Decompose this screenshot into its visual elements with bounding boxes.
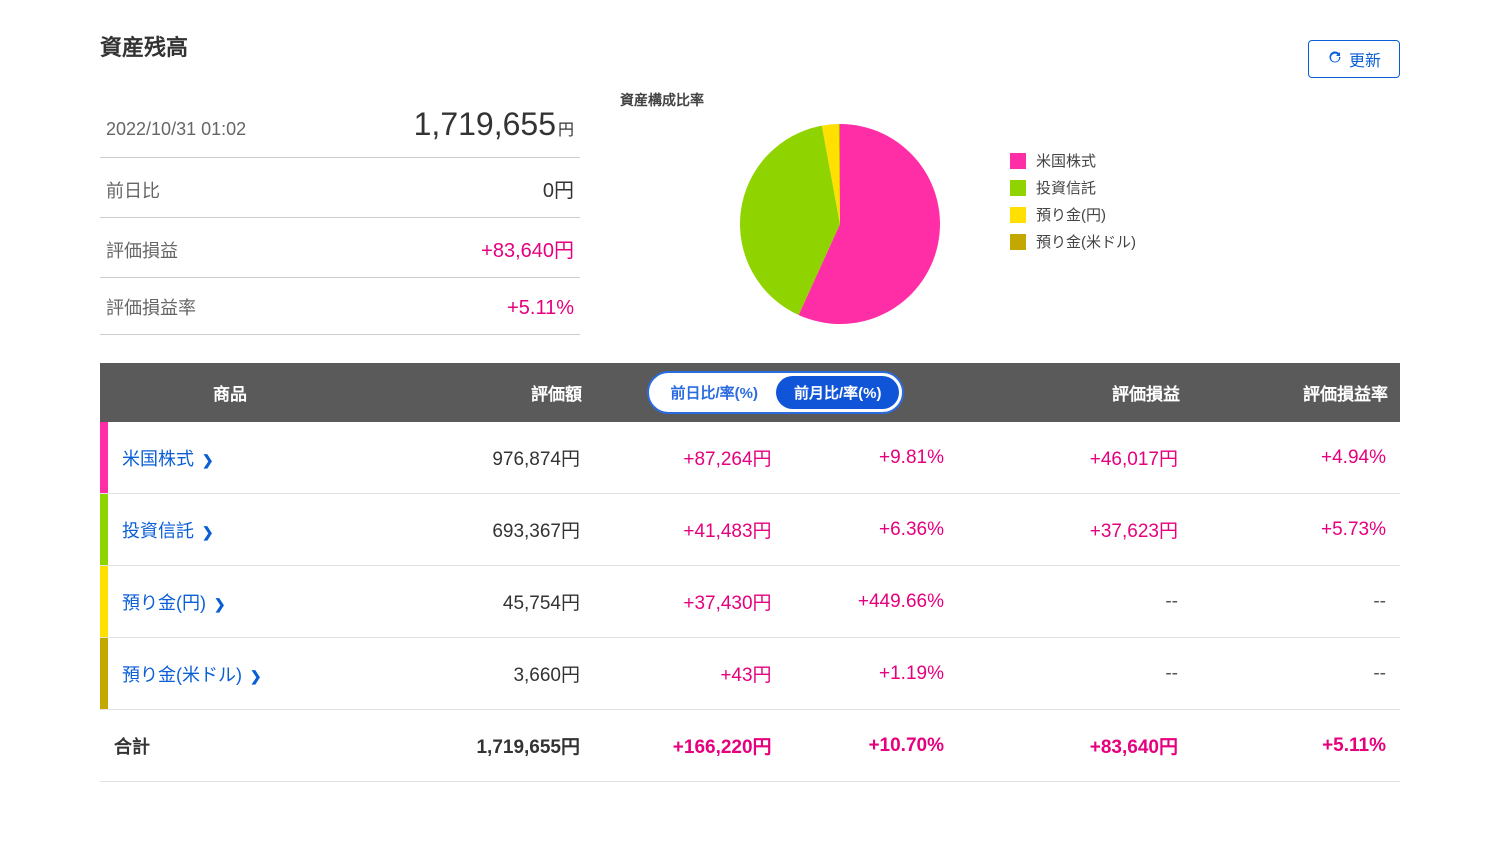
- summary-timestamp: 2022/10/31 01:02: [106, 119, 246, 140]
- row-color-bar: [100, 422, 108, 493]
- row-value: 693,367円: [360, 494, 594, 566]
- legend-item: 投資信託: [1010, 177, 1136, 198]
- page-title: 資産残高: [100, 30, 1400, 62]
- chevron-right-icon: ❯: [210, 596, 226, 612]
- row-name-label: 預り金(米ドル): [122, 665, 242, 685]
- pie-chart-title: 資産構成比率: [620, 90, 704, 110]
- legend-label: 預り金(米ドル): [1036, 231, 1136, 252]
- summary-row: 評価損益率 +5.11%: [100, 278, 580, 335]
- summary-row-value: 0円: [543, 174, 574, 203]
- summary-row-label: 評価損益: [106, 237, 178, 263]
- assets-table: 商品 評価額 前日比/率(%) 前月比/率(%) 評価損益 評価損益率 米国株式…: [100, 363, 1400, 782]
- table-total-row: 合計1,719,655円+166,220円+10.70%+83,640円+5.1…: [100, 710, 1400, 782]
- total-value: 1,719,655円: [360, 710, 594, 782]
- row-value: 45,754円: [360, 566, 594, 638]
- summary-total-number: 1,719,655: [414, 106, 556, 142]
- row-name-label: 米国株式: [122, 449, 194, 469]
- chart-column: 更新 資産構成比率 米国株式投資信託預り金(円)預り金(米ドル): [620, 90, 1400, 324]
- table-row: 預り金(円) ❯45,754円+37,430円+449.66%----: [100, 566, 1400, 638]
- row-value: 3,660円: [360, 638, 594, 710]
- row-name-label: 投資信託: [122, 521, 194, 541]
- row-pl-rate: +5.73%: [1192, 494, 1400, 566]
- yen-suffix: 円: [558, 122, 574, 139]
- row-delta: +37,430円: [594, 566, 786, 638]
- toggle-daily[interactable]: 前日比/率(%): [652, 376, 776, 409]
- row-name-cell[interactable]: 投資信託 ❯: [100, 494, 360, 566]
- total-pl-rate: +5.11%: [1192, 710, 1400, 782]
- th-pl: 評価損益: [958, 363, 1192, 422]
- row-delta: +41,483円: [594, 494, 786, 566]
- legend-label: 預り金(円): [1036, 204, 1106, 225]
- chevron-right-icon: ❯: [246, 668, 262, 684]
- pie-legend: 米国株式投資信託預り金(円) 預り金(米ドル): [1010, 150, 1136, 258]
- row-color-bar: [100, 494, 108, 565]
- row-delta-pct: +449.66%: [786, 566, 958, 638]
- pie-chart: [740, 124, 940, 324]
- legend-swatch: [1010, 153, 1026, 169]
- summary-total-row: 2022/10/31 01:02 1,719,655円: [100, 90, 580, 158]
- row-delta: +87,264円: [594, 422, 786, 494]
- legend-swatch: [1010, 180, 1026, 196]
- table-row: 投資信託 ❯693,367円+41,483円+6.36%+37,623円+5.7…: [100, 494, 1400, 566]
- toggle-monthly[interactable]: 前月比/率(%): [776, 376, 900, 409]
- chevron-right-icon: ❯: [198, 452, 214, 468]
- summary-row: 前日比 0円: [100, 158, 580, 218]
- legend-label: 投資信託: [1036, 177, 1096, 198]
- legend-swatch: [1010, 234, 1026, 250]
- row-pl-rate: +4.94%: [1192, 422, 1400, 494]
- chevron-right-icon: ❯: [198, 524, 214, 540]
- row-value: 976,874円: [360, 422, 594, 494]
- row-name-cell[interactable]: 米国株式 ❯: [100, 422, 360, 494]
- legend-label: 米国株式: [1036, 150, 1096, 171]
- row-pl: +37,623円: [958, 494, 1192, 566]
- th-name: 商品: [100, 363, 360, 422]
- refresh-button[interactable]: 更新: [1308, 40, 1400, 78]
- total-pl: +83,640円: [958, 710, 1192, 782]
- summary-row-label: 評価損益率: [106, 294, 196, 320]
- summary-row-value: +83,640円: [481, 234, 574, 263]
- table-header: 商品 評価額 前日比/率(%) 前月比/率(%) 評価損益 評価損益率: [100, 363, 1400, 422]
- row-pl-rate: --: [1192, 566, 1400, 638]
- legend-item: 預り金(米ドル): [1010, 231, 1136, 252]
- summary-row: 評価損益 +83,640円: [100, 218, 580, 278]
- row-color-bar: [100, 566, 108, 637]
- table-row: 米国株式 ❯976,874円+87,264円+9.81%+46,017円+4.9…: [100, 422, 1400, 494]
- row-delta-pct: +6.36%: [786, 494, 958, 566]
- legend-item: 米国株式: [1010, 150, 1136, 171]
- row-color-bar: [100, 638, 108, 709]
- summary-total-value: 1,719,655円: [414, 106, 574, 143]
- row-name-cell[interactable]: 預り金(米ドル) ❯: [100, 638, 360, 710]
- period-toggle: 前日比/率(%) 前月比/率(%): [647, 371, 904, 414]
- legend-swatch: [1010, 207, 1026, 223]
- total-label: 合計: [100, 710, 360, 782]
- row-pl-rate: --: [1192, 638, 1400, 710]
- row-pl: --: [958, 566, 1192, 638]
- summary-column: 2022/10/31 01:02 1,719,655円 前日比 0円評価損益 +83…: [100, 90, 580, 335]
- legend-item: 預り金(円): [1010, 204, 1136, 225]
- th-toggle: 前日比/率(%) 前月比/率(%): [594, 363, 958, 422]
- summary-row-value: +5.11%: [507, 297, 574, 320]
- th-pl-rate: 評価損益率: [1192, 363, 1400, 422]
- row-delta-pct: +9.81%: [786, 422, 958, 494]
- total-delta-pct: +10.70%: [786, 710, 958, 782]
- row-delta-pct: +1.19%: [786, 638, 958, 710]
- row-delta: +43円: [594, 638, 786, 710]
- total-delta: +166,220円: [594, 710, 786, 782]
- row-pl: +46,017円: [958, 422, 1192, 494]
- th-value: 評価額: [360, 363, 594, 422]
- refresh-icon: [1327, 49, 1343, 70]
- top-section: 2022/10/31 01:02 1,719,655円 前日比 0円評価損益 +83…: [100, 90, 1400, 335]
- refresh-label: 更新: [1349, 47, 1381, 71]
- row-pl: --: [958, 638, 1192, 710]
- row-name-label: 預り金(円): [122, 593, 206, 613]
- row-name-cell[interactable]: 預り金(円) ❯: [100, 566, 360, 638]
- table-row: 預り金(米ドル) ❯3,660円+43円+1.19%----: [100, 638, 1400, 710]
- summary-row-label: 前日比: [106, 177, 160, 203]
